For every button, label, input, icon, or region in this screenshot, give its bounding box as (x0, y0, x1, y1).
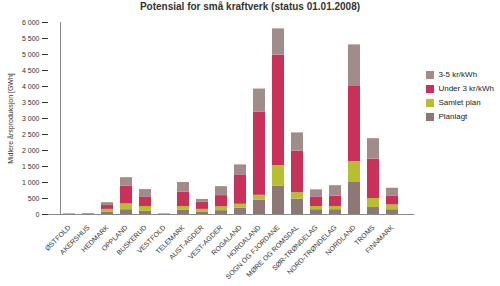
svg-text:SØR-TRØNDELAG: SØR-TRØNDELAG (270, 223, 319, 272)
html-text:3-5 kr/kWh: 3-5 kr/kWh (438, 70, 478, 79)
svg-text:4 500: 4 500 (22, 67, 40, 74)
svg-text:VESTFOLD: VESTFOLD (135, 223, 167, 255)
svg-text:Midlere årsproduksjon [GWh]: Midlere årsproduksjon [GWh] (7, 73, 15, 164)
svg-text:2 000: 2 000 (22, 147, 40, 154)
html-text:Potensial for små kraftverk (s: Potensial for små kraftverk (status 01.0… (139, 1, 360, 12)
html-text:Under 3 kr/kWh: Under 3 kr/kWh (438, 84, 494, 93)
svg-text:FINNMARK: FINNMARK (364, 223, 395, 254)
svg-text:3 000: 3 000 (22, 115, 40, 122)
svg-text:4 000: 4 000 (22, 83, 40, 90)
svg-text:ØSTFOLD: ØSTFOLD (43, 223, 72, 252)
svg-text:5 500: 5 500 (22, 35, 40, 42)
svg-text:TELEMARK: TELEMARK (154, 223, 186, 256)
svg-text:1 500: 1 500 (22, 163, 40, 170)
svg-text:ROGALAND: ROGALAND (210, 223, 243, 257)
svg-text:1 000: 1 000 (22, 179, 40, 186)
svg-text:VEST-AGDER: VEST-AGDER (186, 223, 224, 261)
svg-text:6 000: 6 000 (22, 19, 40, 26)
svg-text:HEDMARK: HEDMARK (80, 223, 110, 254)
svg-text:0: 0 (36, 211, 40, 218)
html-text:Samlet plan: Samlet plan (438, 98, 481, 107)
svg-text:SOGN OG FJORDANE: SOGN OG FJORDANE (224, 223, 281, 281)
svg-text:AKERSHUS: AKERSHUS (58, 223, 91, 256)
svg-text:NORDLAND: NORDLAND (324, 224, 357, 257)
svg-text:MØRE OG ROMSDAL: MØRE OG ROMSDAL (245, 223, 300, 279)
svg-text:AUST-AGDER: AUST-AGDER (167, 223, 205, 261)
svg-text:500: 500 (28, 195, 40, 202)
svg-text:2 500: 2 500 (22, 131, 40, 138)
svg-text:TROMS: TROMS (353, 223, 376, 247)
svg-text:NORD-TRØNDELAG: NORD-TRØNDELAG (285, 223, 338, 276)
svg-text:5 000: 5 000 (22, 51, 40, 58)
svg-text:OPPLAND: OPPLAND (100, 223, 129, 253)
svg-text:3 500: 3 500 (22, 99, 40, 106)
svg-text:HORDALAND: HORDALAND (226, 224, 262, 260)
html-text:Planlagt: Planlagt (438, 112, 468, 121)
svg-text:BUSKERUD: BUSKERUD (115, 223, 148, 257)
